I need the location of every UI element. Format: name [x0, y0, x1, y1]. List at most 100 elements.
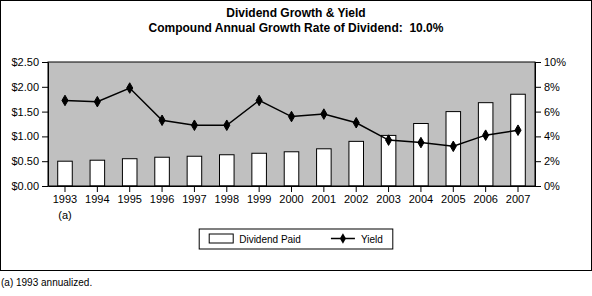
tick-mark	[129, 186, 130, 192]
tick-label: 4%	[544, 130, 560, 142]
bar	[284, 152, 299, 186]
bar	[381, 135, 396, 186]
marker	[127, 83, 133, 94]
marker	[321, 109, 327, 120]
axis-line	[48, 63, 49, 187]
chart-border	[1, 1, 592, 271]
tick-label: 1999	[247, 193, 271, 205]
tick-mark	[535, 62, 541, 63]
tick: 2003	[376, 186, 400, 205]
marker	[515, 125, 521, 136]
bar	[155, 157, 170, 186]
subtitle: Compound Annual Growth Rate of Dividend:…	[149, 21, 444, 35]
tick-label: 1994	[85, 193, 109, 205]
bar	[58, 161, 73, 186]
tick-label: 0%	[544, 180, 560, 192]
tick-mark	[356, 186, 357, 192]
tick: 2005	[441, 186, 465, 205]
marker	[450, 141, 456, 152]
tick: 8%	[535, 81, 560, 93]
tick-label: $1.50	[11, 106, 39, 118]
tick-mark	[518, 186, 519, 192]
tick-mark	[535, 186, 541, 187]
legend-marker	[340, 233, 346, 244]
tick: 1998	[215, 186, 239, 205]
marker	[191, 120, 197, 131]
bar	[90, 160, 105, 186]
axis: 0%2%4%6%8%10%	[535, 56, 566, 192]
tick: 10%	[535, 56, 566, 68]
axis-line	[535, 63, 536, 187]
tick-label: $2.00	[11, 81, 39, 93]
tick: 1996	[150, 186, 174, 205]
bar	[511, 94, 526, 186]
marker	[483, 130, 489, 141]
tick-mark	[97, 186, 98, 192]
legend-label: Dividend Paid	[239, 234, 301, 245]
legend: Dividend Paid Yield	[199, 229, 393, 249]
tick: 6%	[535, 106, 560, 118]
tick-mark	[535, 112, 541, 113]
marker	[386, 135, 392, 146]
tick: 2001	[312, 186, 336, 205]
bar	[122, 159, 137, 186]
tick-label: 2005	[441, 193, 465, 205]
tick: 1999	[247, 186, 271, 205]
tick: 4%	[535, 130, 560, 142]
tick-label: 8%	[544, 81, 560, 93]
marker	[224, 120, 230, 131]
tick: 1997	[182, 186, 206, 205]
plot: $0.00$0.50$1.00$1.50$2.00$2.500%2%4%6%8%…	[11, 56, 566, 221]
tick-mark	[535, 87, 541, 88]
tick-mark	[42, 136, 48, 137]
category-note: (a)	[58, 209, 71, 221]
marker	[159, 115, 165, 126]
tick-label: $0.50	[11, 155, 39, 167]
tick-label: 2001	[312, 193, 336, 205]
tick-mark	[162, 186, 163, 192]
tick-label: 2000	[279, 193, 303, 205]
legend-box	[199, 229, 393, 249]
marker	[94, 96, 100, 107]
tick-mark	[535, 161, 541, 162]
line	[65, 88, 518, 146]
tick-label: 1995	[117, 193, 141, 205]
tick: 1993	[53, 186, 77, 205]
tick: 1995	[117, 186, 141, 205]
tick: 2000	[279, 186, 303, 205]
tick: 2004	[409, 186, 433, 205]
tick: $1.50	[11, 106, 48, 118]
plot-frame	[48, 62, 535, 186]
tick-label: 2004	[409, 193, 433, 205]
marker	[62, 95, 68, 106]
tick-label: 1996	[150, 193, 174, 205]
tick-mark	[42, 186, 48, 187]
tick-mark	[323, 186, 324, 192]
tick-mark	[485, 186, 486, 192]
legend-swatch	[209, 234, 233, 243]
tick: 2007	[506, 186, 530, 205]
marker	[353, 117, 359, 128]
legend-item: Yield	[331, 233, 383, 245]
bars	[58, 94, 526, 186]
tick-mark	[453, 186, 454, 192]
bar	[220, 155, 235, 186]
tick-mark	[42, 112, 48, 113]
tick-label: 2002	[344, 193, 368, 205]
tick: 0%	[535, 180, 560, 192]
tick-mark	[42, 62, 48, 63]
marker	[288, 111, 294, 122]
legend-item: Dividend Paid	[209, 234, 301, 245]
tick: 1994	[85, 186, 109, 205]
tick-label: 1998	[215, 193, 239, 205]
tick: $0.50	[11, 155, 48, 167]
bar	[187, 156, 202, 186]
marker	[256, 95, 262, 106]
bar	[252, 153, 267, 186]
marker	[418, 137, 424, 148]
tick-mark	[42, 161, 48, 162]
markers	[62, 83, 521, 152]
tick-mark	[226, 186, 227, 192]
bar	[414, 124, 429, 186]
bar	[349, 141, 364, 186]
